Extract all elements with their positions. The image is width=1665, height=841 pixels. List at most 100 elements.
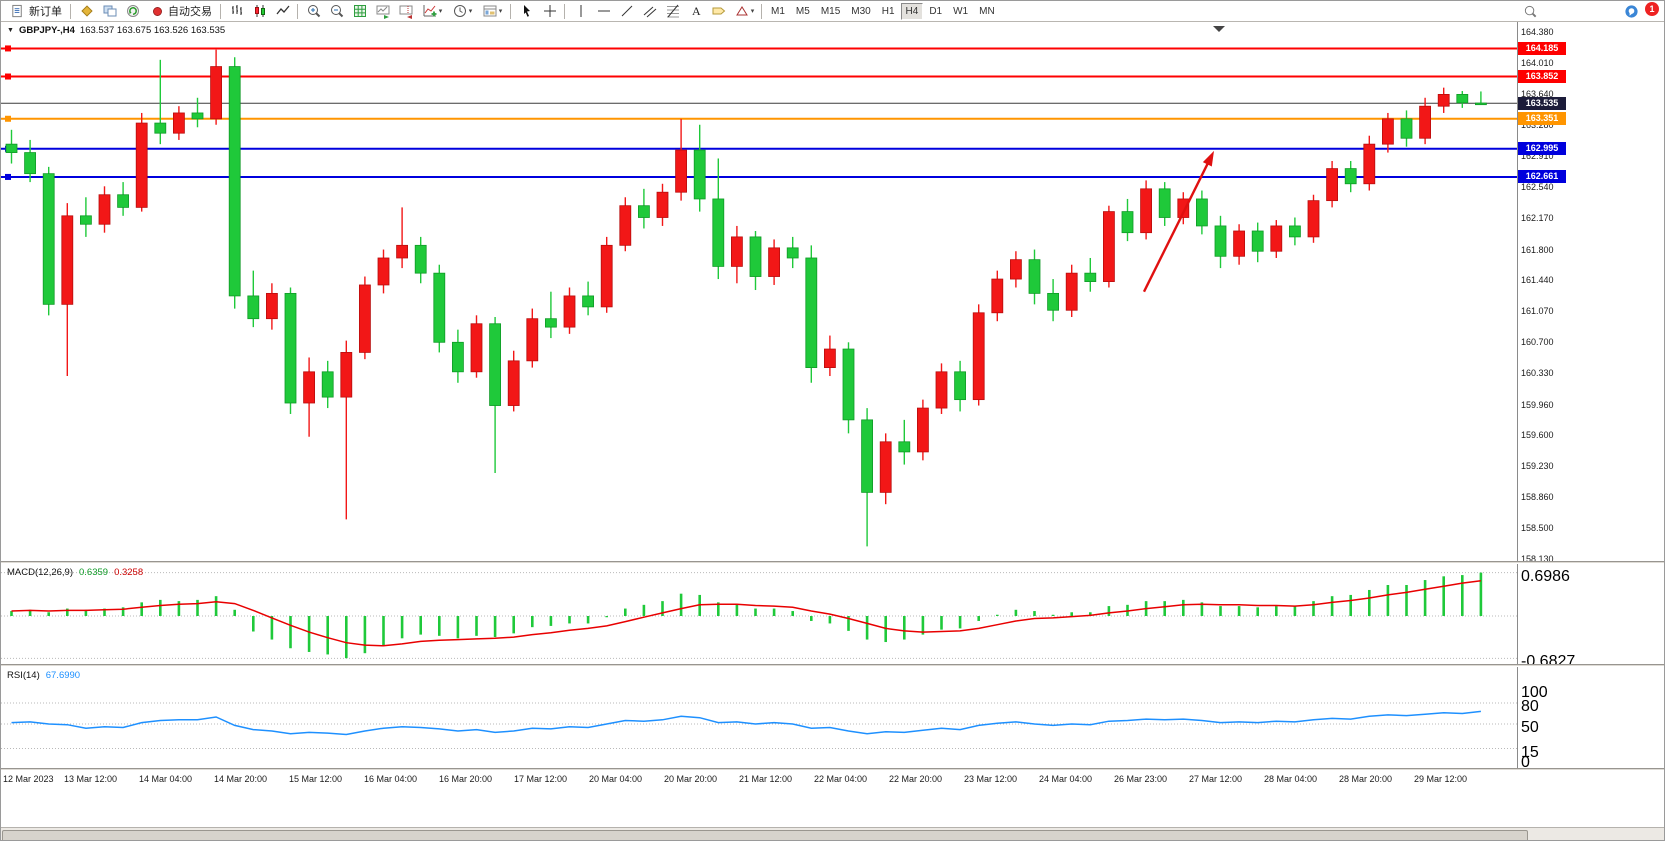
macd-name: MACD(12,26,9) xyxy=(7,567,73,578)
hline-handle[interactable] xyxy=(5,73,11,80)
navigator-icon[interactable] xyxy=(121,1,144,22)
timeframe-button-D1[interactable]: D1 xyxy=(924,3,947,20)
shapes-icon[interactable]: ▾ xyxy=(730,1,758,22)
community-icon[interactable] xyxy=(1624,2,1639,21)
new-order-button[interactable]: 新订单 xyxy=(3,2,67,21)
new-chart-icon[interactable] xyxy=(348,1,371,22)
rsi-panel[interactable] xyxy=(1,667,1517,768)
text-icon[interactable]: A xyxy=(684,1,707,22)
candle xyxy=(80,215,92,225)
price-axis-label: 158.860 xyxy=(1521,492,1554,503)
candle xyxy=(117,194,129,208)
main-chart[interactable] xyxy=(1,22,1517,561)
candle xyxy=(693,149,706,200)
crosshair-icon[interactable] xyxy=(538,1,561,22)
candle xyxy=(1158,188,1171,218)
candle xyxy=(1456,93,1469,104)
zoom-out-icon[interactable] xyxy=(325,1,348,22)
templates-icon[interactable]: ▾ xyxy=(477,1,507,22)
indicators-icon[interactable]: ▾ xyxy=(417,1,447,22)
label-icon[interactable] xyxy=(707,1,730,22)
hline-handle[interactable] xyxy=(5,173,11,180)
candle xyxy=(563,295,576,328)
price-axis-label: 162.170 xyxy=(1521,213,1554,224)
macd-panel[interactable] xyxy=(1,564,1517,664)
search-icon[interactable] xyxy=(1523,2,1538,21)
timeframe-button-MN[interactable]: MN xyxy=(974,3,1000,20)
bar-chart-icon[interactable] xyxy=(225,1,248,22)
chart-shift-marker[interactable] xyxy=(1213,26,1225,32)
price-level-badge: 163.852 xyxy=(1518,70,1566,84)
chart-shift-icon[interactable] xyxy=(394,1,417,22)
date-label: 16 Mar 20:00 xyxy=(439,774,493,784)
candle xyxy=(1028,259,1041,294)
timeframe-button-H4[interactable]: H4 xyxy=(900,2,924,20)
auto-trading-button[interactable]: 自动交易 xyxy=(144,2,217,21)
timeframe-button-M5[interactable]: M5 xyxy=(791,3,815,20)
panel-splitter[interactable] xyxy=(1,561,1664,564)
periods-icon[interactable]: ▾ xyxy=(447,1,477,22)
notification-badge[interactable]: 1 xyxy=(1645,2,1659,16)
candle xyxy=(1251,230,1264,252)
symbol-label: GBPJPY-,H4 xyxy=(18,25,75,36)
candle xyxy=(600,244,613,308)
candle xyxy=(1437,93,1450,107)
candle xyxy=(321,371,334,398)
market-watch-icon[interactable] xyxy=(75,1,98,22)
auto-trading-label: 自动交易 xyxy=(168,6,212,18)
date-label: 20 Mar 04:00 xyxy=(589,774,643,784)
timeframe-button-W1[interactable]: W1 xyxy=(948,3,973,20)
date-label: 29 Mar 12:00 xyxy=(1414,774,1468,784)
candle xyxy=(1214,225,1227,257)
candle xyxy=(1475,102,1487,106)
candle xyxy=(303,371,316,404)
horizontal-scrollbar[interactable] xyxy=(1,827,1664,840)
date-label: 28 Mar 04:00 xyxy=(1264,774,1318,784)
candle xyxy=(842,348,855,421)
data-window-icon[interactable] xyxy=(98,1,121,22)
candle xyxy=(247,295,260,320)
rsi-value: 67.6990 xyxy=(45,670,81,681)
line-chart-icon[interactable] xyxy=(271,1,294,22)
auto-scroll-icon[interactable] xyxy=(371,1,394,22)
timeframe-button-H1[interactable]: H1 xyxy=(877,3,900,20)
chevron-down-icon: ▾ xyxy=(498,8,503,15)
hline-handle[interactable] xyxy=(5,115,11,122)
hline-handle[interactable] xyxy=(5,45,11,52)
candle xyxy=(154,122,167,134)
timeframe-button-M15[interactable]: M15 xyxy=(816,3,845,20)
trend-arrow-head[interactable] xyxy=(1202,150,1214,167)
channel-icon[interactable] xyxy=(638,1,661,22)
candle xyxy=(526,318,539,362)
horizontal-line-icon[interactable] xyxy=(592,1,615,22)
price-level-badge: 162.661 xyxy=(1518,170,1566,184)
price-axis-label: 159.230 xyxy=(1521,461,1554,472)
fibonacci-icon[interactable] xyxy=(661,1,684,22)
candle xyxy=(1326,168,1338,202)
chart-header: ▼ GBPJPY-,H4 163.537 163.675 163.526 163… xyxy=(7,25,225,36)
cursor-icon[interactable] xyxy=(515,1,538,22)
price-axis-label: 163.640 xyxy=(1521,89,1554,100)
date-label: 12 Mar 2023 xyxy=(3,774,54,784)
candle xyxy=(42,173,55,305)
zoom-in-icon[interactable] xyxy=(302,1,325,22)
candle xyxy=(451,341,464,373)
candle xyxy=(396,244,409,259)
date-label: 22 Mar 20:00 xyxy=(889,774,943,784)
trend-arrow[interactable] xyxy=(1142,158,1212,293)
trendline-icon[interactable] xyxy=(615,1,638,22)
scrollbar-thumb[interactable] xyxy=(2,830,1528,840)
toolbar-separator xyxy=(297,3,299,19)
candle xyxy=(191,112,204,120)
ohlc-readout: 163.537 163.675 163.526 163.535 xyxy=(79,25,226,36)
timeframe-button-M1[interactable]: M1 xyxy=(766,3,790,20)
vertical-line-icon[interactable] xyxy=(569,1,592,22)
date-label: 24 Mar 04:00 xyxy=(1039,774,1093,784)
candle xyxy=(786,247,799,259)
candle xyxy=(805,257,818,368)
timeframe-button-M30[interactable]: M30 xyxy=(846,3,875,20)
panel-splitter[interactable] xyxy=(1,664,1664,667)
rsi-axis-label: 0 xyxy=(1521,754,1530,771)
candle xyxy=(228,66,241,297)
candlestick-icon[interactable] xyxy=(248,1,271,22)
